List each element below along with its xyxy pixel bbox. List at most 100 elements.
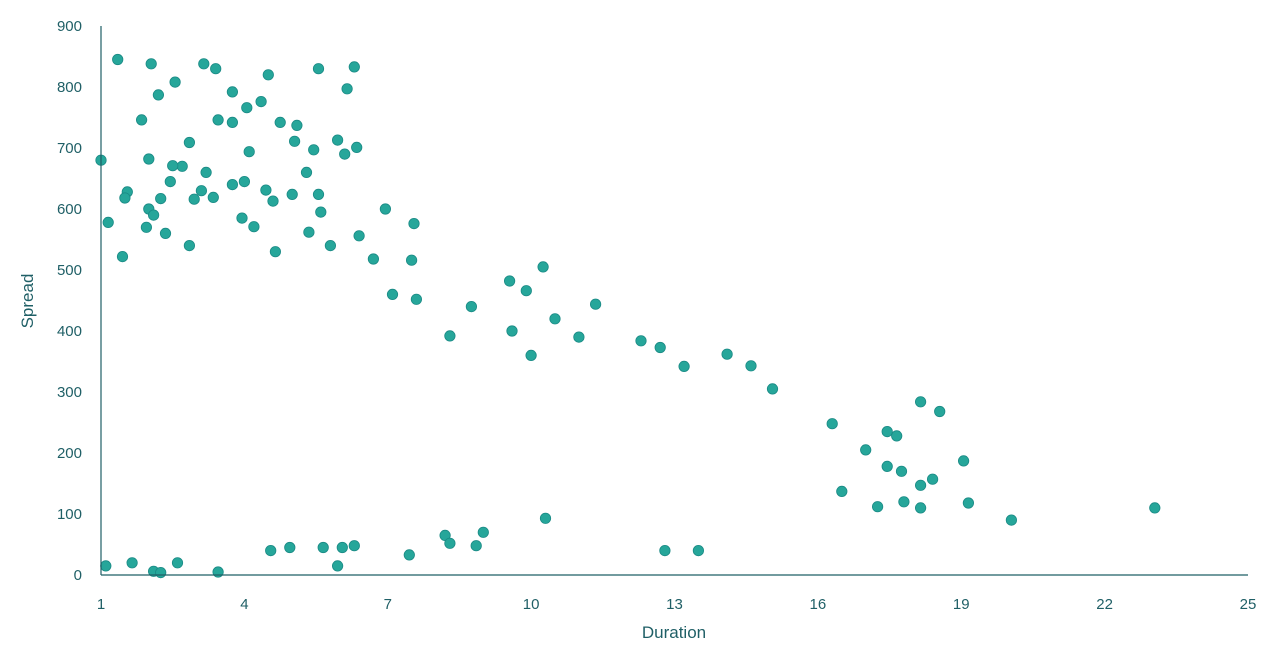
data-point xyxy=(465,300,477,313)
data-point xyxy=(291,119,303,132)
y-tick-labels: 0 100 200 300 400 500 600 700 800 900 xyxy=(57,18,82,584)
data-point xyxy=(589,298,602,310)
data-point xyxy=(288,135,301,147)
data-point xyxy=(408,218,420,230)
x-tick-label: 4 xyxy=(240,596,248,613)
data-point xyxy=(300,166,313,178)
data-point xyxy=(195,185,207,197)
data-point xyxy=(143,153,155,165)
data-point xyxy=(367,253,379,265)
x-tick-label: 10 xyxy=(523,596,540,613)
data-point xyxy=(721,348,733,360)
data-point xyxy=(635,335,647,347)
data-point xyxy=(145,58,157,70)
data-point xyxy=(410,293,422,305)
y-tick-label: 300 xyxy=(57,384,82,401)
data-point xyxy=(155,566,167,579)
data-point xyxy=(914,479,927,491)
data-point xyxy=(226,179,238,191)
y-tick-label: 200 xyxy=(57,445,82,462)
data-point xyxy=(520,285,532,297)
data-point xyxy=(119,192,131,204)
data-point xyxy=(212,114,224,126)
data-point xyxy=(164,176,176,188)
y-tick-label: 400 xyxy=(57,323,82,340)
data-point xyxy=(895,465,908,477)
data-point xyxy=(315,206,327,218)
x-tick-labels: 1 4 7 10 13 16 19 22 25 xyxy=(97,596,1257,613)
data-point xyxy=(339,148,351,160)
data-point xyxy=(549,313,561,325)
data-point xyxy=(1149,502,1161,514)
data-point xyxy=(265,544,277,557)
data-point xyxy=(659,544,671,557)
data-point xyxy=(379,203,391,215)
data-point xyxy=(336,541,348,554)
data-point xyxy=(126,557,138,569)
data-point xyxy=(386,288,399,300)
data-point xyxy=(914,396,927,408)
data-point xyxy=(207,191,219,203)
data-point xyxy=(745,360,757,372)
data-point xyxy=(167,160,179,172)
data-point xyxy=(573,331,585,343)
data-point xyxy=(881,425,893,438)
data-point xyxy=(871,501,884,513)
data-point xyxy=(238,176,250,188)
data-point xyxy=(308,144,320,156)
data-point xyxy=(962,497,975,509)
data-point xyxy=(100,560,112,572)
data-point xyxy=(503,275,516,287)
data-point xyxy=(836,485,848,497)
data-point xyxy=(926,473,939,485)
data-point xyxy=(898,496,910,508)
data-point xyxy=(148,209,160,221)
data-point xyxy=(826,418,838,430)
data-point xyxy=(212,566,224,578)
data-point xyxy=(102,216,114,228)
x-axis-title: Duration xyxy=(642,623,706,642)
data-point xyxy=(274,116,286,129)
x-tick-label: 19 xyxy=(953,596,970,613)
data-point xyxy=(152,89,164,101)
x-tick-label: 25 xyxy=(1240,596,1257,613)
data-point xyxy=(183,136,195,149)
data-point xyxy=(198,58,210,70)
y-tick-label: 0 xyxy=(74,567,82,584)
x-tick-label: 16 xyxy=(810,596,827,613)
data-point xyxy=(140,221,152,233)
y-axis-title: Spread xyxy=(18,274,37,329)
data-point xyxy=(403,549,415,561)
data-point xyxy=(405,254,418,266)
data-point xyxy=(351,141,363,153)
data-point xyxy=(539,512,552,524)
data-point xyxy=(176,160,188,172)
data-point xyxy=(934,405,946,418)
x-tick-label: 7 xyxy=(384,596,392,613)
data-point xyxy=(200,166,212,178)
data-point xyxy=(286,188,298,200)
data-point xyxy=(262,69,274,81)
data-point xyxy=(226,86,238,98)
x-tick-label: 22 xyxy=(1096,596,1113,613)
data-point xyxy=(766,383,779,395)
data-point xyxy=(317,541,329,554)
data-point xyxy=(312,188,325,200)
y-tick-label: 700 xyxy=(57,140,82,157)
data-point xyxy=(116,251,129,263)
y-tick-label: 100 xyxy=(57,506,82,523)
data-point xyxy=(112,53,124,66)
data-point xyxy=(136,114,148,126)
data-point xyxy=(692,544,705,557)
data-point xyxy=(171,557,184,569)
data-point xyxy=(477,526,489,538)
x-tick-label: 1 xyxy=(97,596,105,613)
data-point xyxy=(169,76,181,88)
data-point xyxy=(284,541,296,554)
y-tick-label: 800 xyxy=(57,79,82,96)
y-tick-label: 500 xyxy=(57,262,82,279)
data-point xyxy=(188,193,200,205)
data-point xyxy=(444,537,456,549)
data-point xyxy=(183,240,195,252)
